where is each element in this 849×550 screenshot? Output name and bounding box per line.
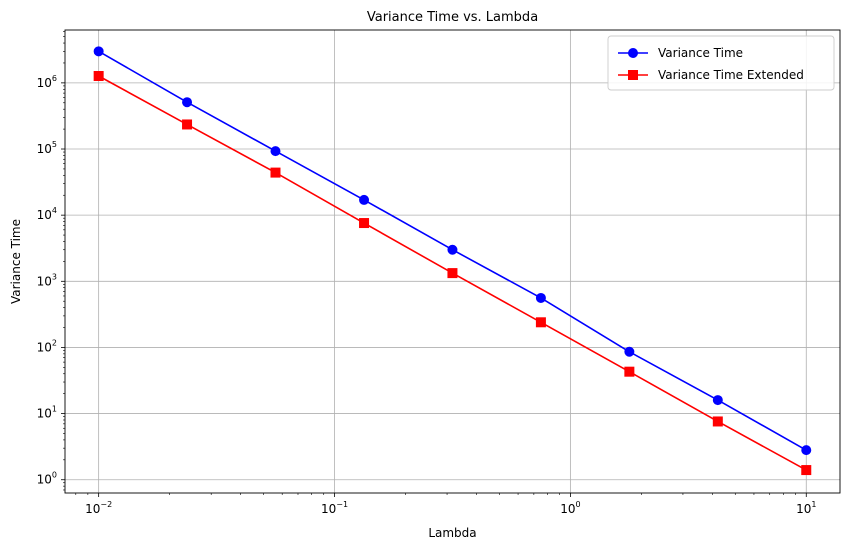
grid: [65, 30, 840, 493]
y-tick-label: 105: [37, 140, 57, 156]
data-point: [270, 167, 281, 178]
x-tick-label: 10−1: [321, 500, 348, 516]
x-tick-label: 100: [560, 500, 580, 516]
y-tick-base: 10: [37, 407, 52, 421]
x-axis-label: Lambda: [428, 526, 476, 540]
data-point: [712, 416, 723, 427]
y-tick-exponent: 3: [52, 272, 57, 281]
chart-title: Variance Time vs. Lambda: [367, 10, 538, 25]
y-tick-base: 10: [37, 473, 52, 487]
y-tick-exponent: 5: [52, 140, 57, 149]
x-tick-exponent: −2: [100, 500, 112, 509]
y-tick-base: 10: [37, 142, 52, 156]
data-point: [447, 268, 458, 279]
y-tick-base: 10: [37, 76, 52, 90]
x-tick-label: 101: [796, 500, 816, 516]
data-point: [447, 244, 458, 255]
y-tick-label: 106: [37, 74, 57, 90]
legend-item-2: Variance Time Extended: [618, 68, 804, 82]
y-tick-exponent: 0: [52, 471, 57, 480]
data-point: [270, 146, 281, 157]
series-1: [93, 46, 812, 456]
legend: Variance Time Variance Time Extended: [607, 35, 835, 91]
data-point: [182, 119, 193, 130]
data-point: [801, 465, 812, 476]
legend-item-1: Variance Time: [618, 46, 743, 60]
data-point: [712, 395, 723, 406]
x-tick-exponent: 0: [575, 500, 580, 509]
y-axis-label: Variance Time: [9, 219, 23, 304]
data-point: [624, 366, 635, 377]
data-point: [535, 317, 546, 328]
x-tick-label: 10−2: [85, 500, 112, 516]
data-point: [93, 46, 104, 57]
x-axis-ticks: 10−2 10−1 100 101: [75, 493, 816, 516]
data-point: [359, 218, 370, 229]
y-tick-exponent: 4: [52, 206, 57, 215]
y-tick-base: 10: [37, 340, 52, 354]
y-tick-label: 101: [37, 405, 57, 421]
y-tick-label: 102: [37, 338, 57, 354]
y-tick-exponent: 1: [52, 405, 57, 414]
x-tick-exponent: 1: [811, 500, 816, 509]
y-tick-label: 100: [37, 471, 57, 487]
legend-label: Variance Time Extended: [658, 68, 804, 82]
y-tick-label: 103: [37, 272, 57, 288]
series-layer: [93, 46, 812, 476]
y-tick-exponent: 2: [52, 338, 57, 347]
data-point: [93, 71, 104, 82]
legend-marker: [628, 48, 638, 58]
x-tick-base: 10: [85, 502, 100, 516]
y-tick-exponent: 6: [52, 74, 57, 83]
data-point: [359, 194, 370, 205]
y-tick-label: 104: [37, 206, 57, 222]
data-point: [624, 346, 635, 357]
y-tick-base: 10: [37, 274, 52, 288]
x-tick-exponent: −1: [336, 500, 348, 509]
data-point: [182, 97, 193, 108]
data-point: [535, 292, 546, 303]
x-tick-base: 10: [796, 502, 811, 516]
x-tick-base: 10: [560, 502, 575, 516]
legend-box: [607, 35, 835, 91]
series-2: [93, 71, 812, 476]
data-point: [801, 445, 812, 456]
legend-marker: [628, 70, 638, 80]
y-tick-base: 10: [37, 208, 52, 222]
legend-label: Variance Time: [658, 46, 743, 60]
x-tick-base: 10: [321, 502, 336, 516]
